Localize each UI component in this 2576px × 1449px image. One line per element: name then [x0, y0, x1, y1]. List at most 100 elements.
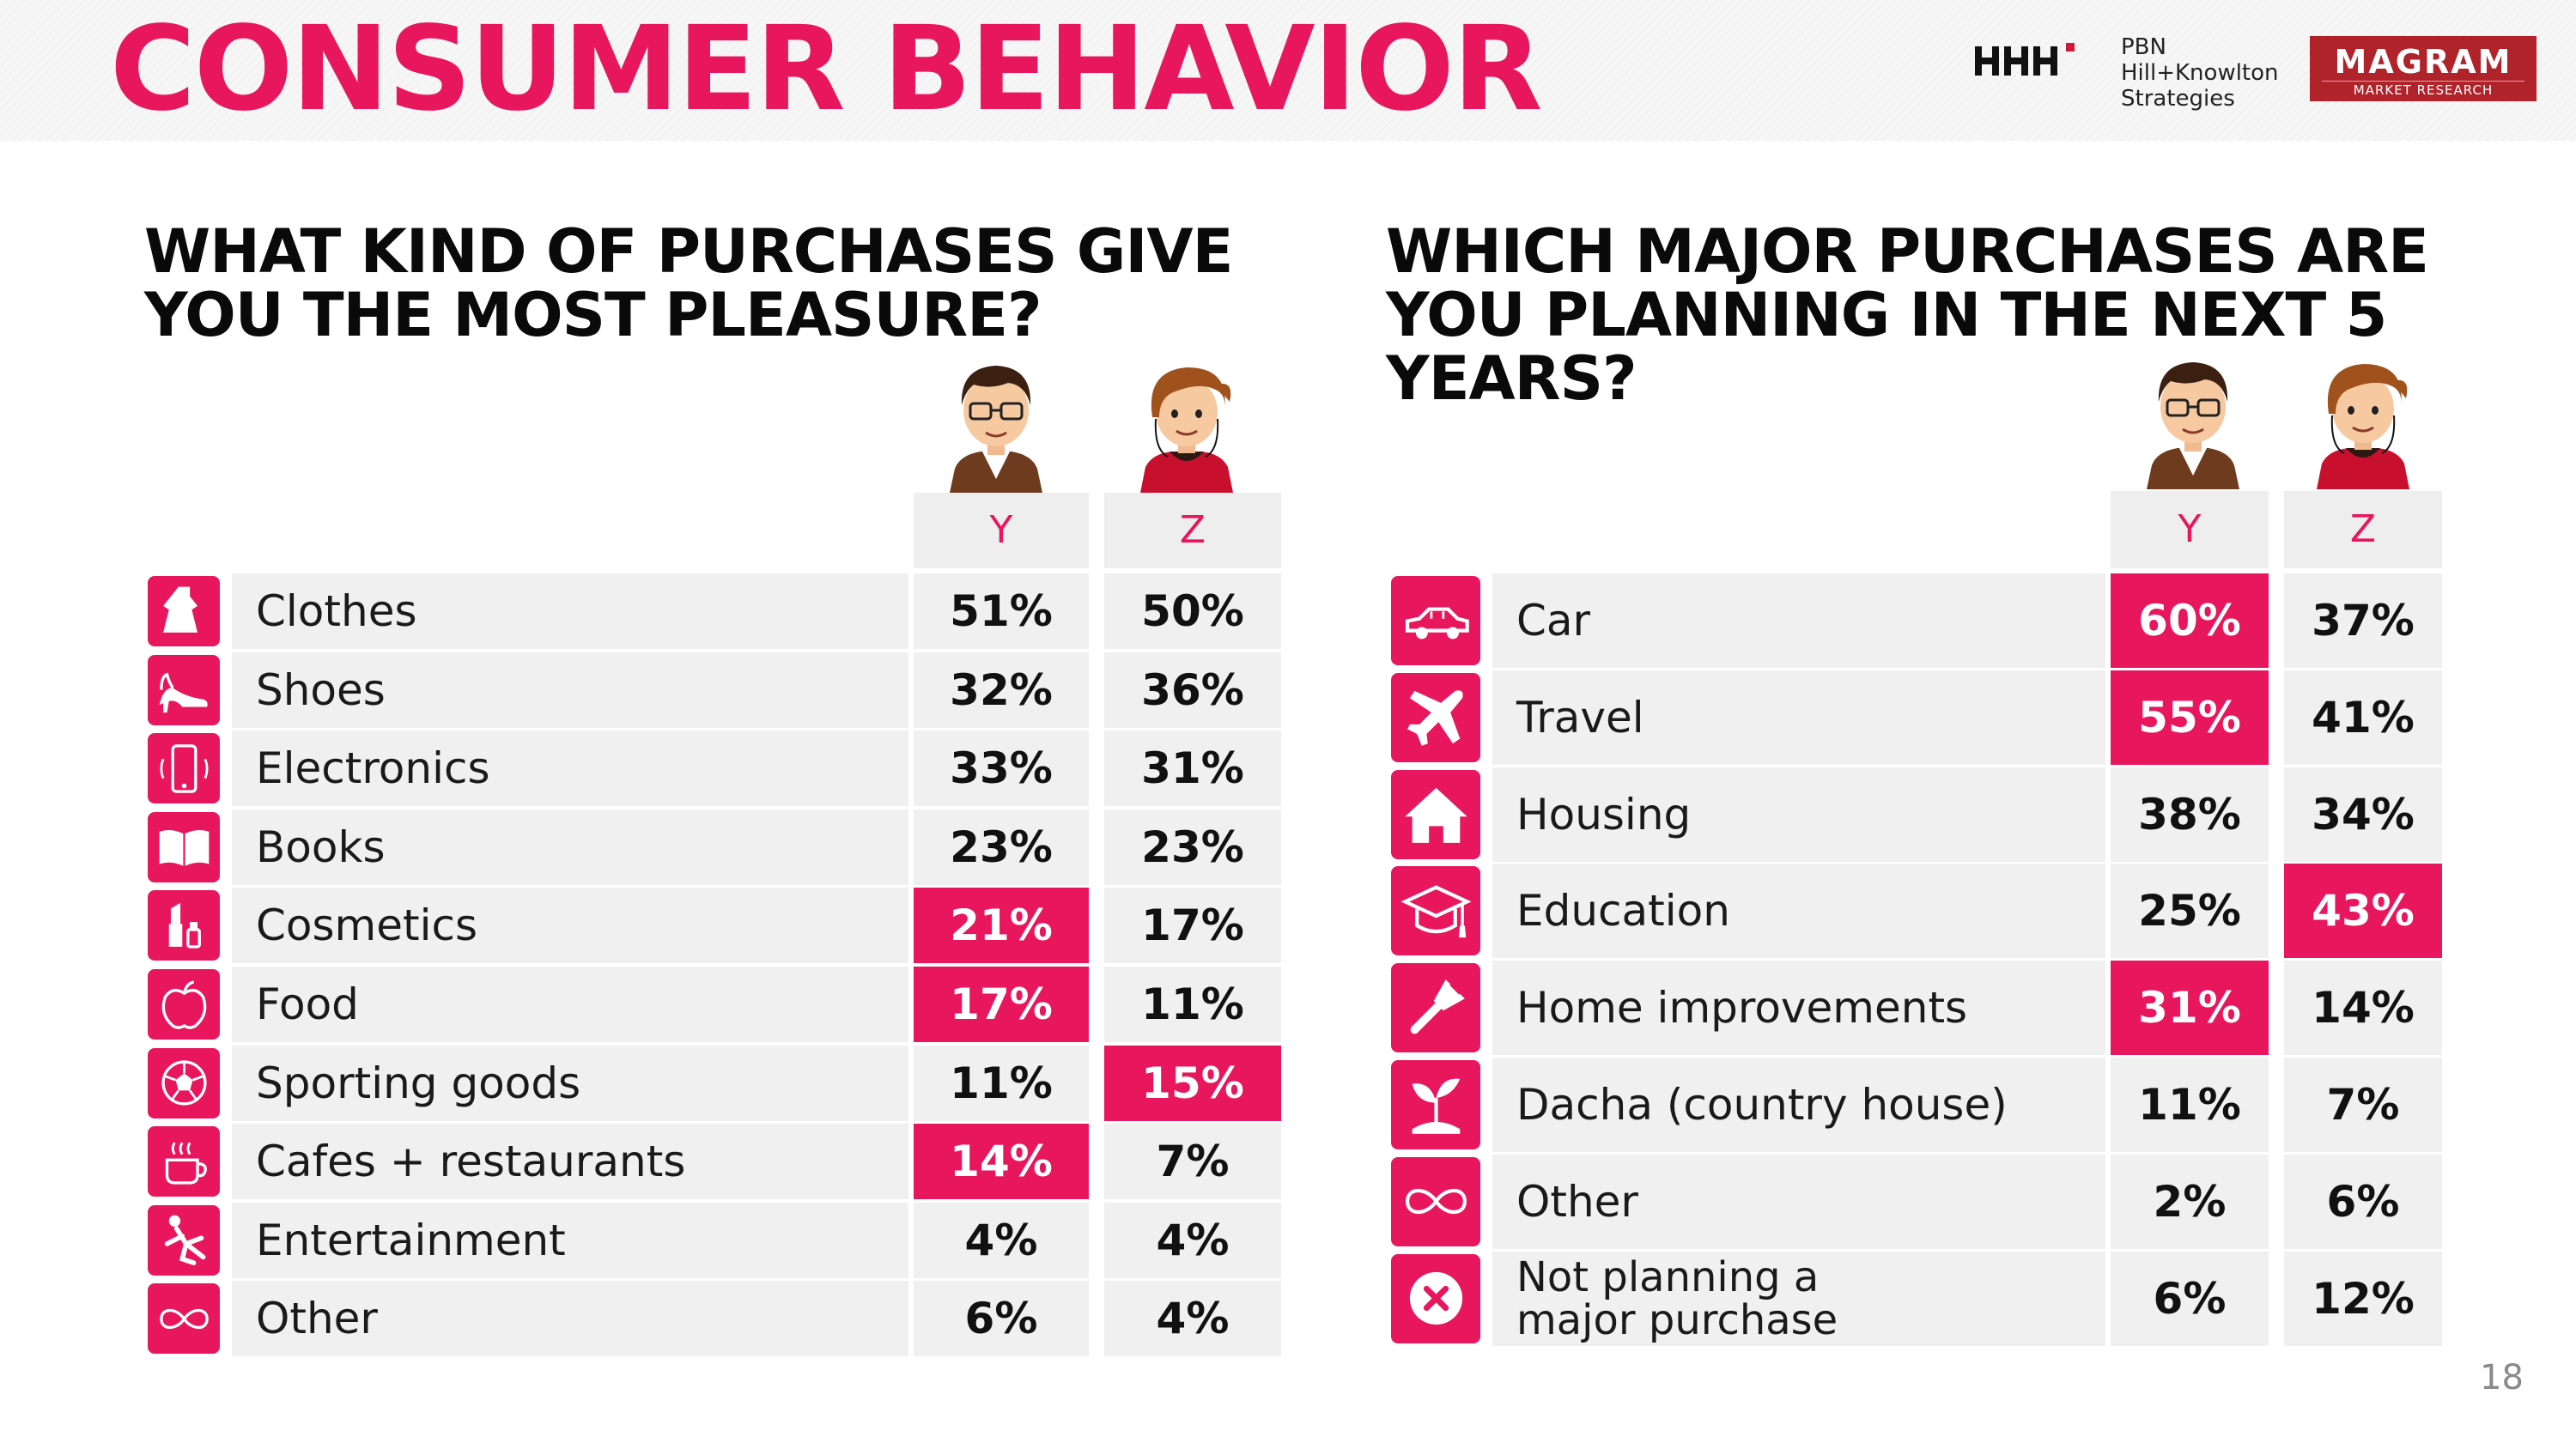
left-row-icon-box: [148, 1126, 220, 1197]
right-row-label: Home improvements: [1492, 961, 2105, 1056]
left-table-row: Other 6% 4%: [148, 1281, 1281, 1357]
plant-icon: [1412, 1078, 1460, 1134]
right-row-icon-box: [1391, 963, 1480, 1053]
left-row-label: Food: [232, 967, 908, 1042]
female-avatar-icon: [1140, 367, 1233, 493]
right-row-label: Car: [1492, 573, 2105, 668]
book-icon: [159, 830, 209, 866]
left-value-y: 11%: [914, 1045, 1089, 1121]
right-row-label: Housing: [1492, 767, 2105, 862]
left-row-icon-box: [148, 654, 220, 725]
left-value-z: 15%: [1104, 1045, 1281, 1121]
right-value-z: 7%: [2284, 1058, 2442, 1152]
left-value-z: 11%: [1104, 967, 1281, 1042]
right-value-y: 6%: [2111, 1251, 2269, 1346]
left-value-y: 23%: [914, 809, 1089, 885]
right-table-row: Car 60% 37%: [1391, 573, 2442, 668]
right-table-row: Not planning a major purchase 6% 12%: [1391, 1251, 2442, 1346]
magram-sub: MARKET RESEARCH: [2322, 81, 2524, 99]
left-row-icon-box: [148, 811, 220, 882]
left-value-z: 7%: [1104, 1124, 1281, 1200]
right-value-y: 55%: [2111, 670, 2269, 765]
left-value-y: 14%: [914, 1124, 1089, 1200]
right-row-icon-box: [1391, 672, 1480, 762]
left-row-label: Clothes: [232, 573, 908, 649]
left-table-row: Clothes 51% 50%: [148, 573, 1281, 649]
right-table-row: Home improvements 31% 14%: [1391, 961, 2442, 1056]
left-value-z: 36%: [1104, 652, 1281, 728]
left-value-z: 31%: [1104, 731, 1281, 807]
right-table-row: Education 25% 43%: [1391, 864, 2442, 959]
left-value-z: 17%: [1104, 888, 1281, 964]
left-value-y: 6%: [914, 1281, 1089, 1357]
airplane-icon: [1406, 690, 1463, 747]
left-table-row: Cosmetics 21% 17%: [148, 888, 1281, 964]
left-table-row: Electronics 33% 31%: [148, 731, 1281, 807]
left-value-y: 51%: [914, 573, 1089, 649]
left-row-label: Other: [232, 1281, 908, 1357]
magram-logo: MAGRAM MARKET RESEARCH: [2310, 36, 2537, 101]
right-row-label: Travel: [1492, 670, 2105, 765]
right-question-title: WHICH MAJOR PURCHASES ARE YOU PLANNING I…: [1386, 216, 2429, 414]
magram-name: MAGRAM: [2334, 43, 2512, 81]
right-col-head-z: Z: [2284, 491, 2442, 568]
left-table-row: Books 23% 23%: [148, 809, 1281, 885]
dress-icon: [162, 586, 197, 633]
right-value-z: 34%: [2284, 767, 2442, 862]
left-col-head-z: Z: [1104, 493, 1281, 568]
left-row-icon-box: [148, 1204, 220, 1276]
male-avatar-icon: [2147, 362, 2239, 489]
infinity-icon: [1405, 1189, 1467, 1215]
right-row-icon-box: [1391, 576, 1480, 665]
left-value-y: 32%: [914, 652, 1089, 728]
left-row-label: Sporting goods: [232, 1045, 908, 1121]
right-row-label: Education: [1492, 864, 2105, 959]
right-table-row: Travel 55% 41%: [1391, 670, 2442, 765]
left-row-icon-box: [148, 576, 220, 646]
right-value-z: 14%: [2284, 961, 2442, 1056]
left-value-y: 21%: [914, 888, 1089, 964]
coffee-cup-icon: [165, 1142, 207, 1185]
right-value-y: 25%: [2111, 864, 2269, 959]
dancer-icon: [164, 1215, 205, 1266]
apple-icon: [161, 979, 206, 1029]
left-value-z: 50%: [1104, 573, 1281, 649]
left-table-row: Shoes 32% 36%: [148, 652, 1281, 728]
left-value-y: 33%: [914, 731, 1089, 807]
left-row-label: Cafes + restaurants: [232, 1124, 908, 1200]
left-row-label: Electronics: [232, 731, 908, 807]
left-value-y: 4%: [914, 1202, 1089, 1278]
right-row-icon-box: [1391, 769, 1480, 859]
left-question-title: WHAT KIND OF PURCHASES GIVE YOU THE MOST…: [144, 216, 1233, 350]
male-avatar-icon: [950, 366, 1042, 493]
left-row-label: Entertainment: [232, 1202, 908, 1278]
left-row-label: Shoes: [232, 652, 908, 728]
right-value-z: 37%: [2284, 573, 2442, 668]
right-row-icon-box: [1391, 1060, 1480, 1149]
high-heel-icon: [159, 672, 208, 713]
pbn-line-3: Strategies: [2121, 86, 2235, 112]
left-value-z: 23%: [1104, 809, 1281, 885]
left-row-label: Cosmetics: [232, 888, 908, 964]
right-row-icon-box: [1391, 1253, 1480, 1343]
smartphone-icon: [159, 743, 209, 793]
right-col-head-y: Y: [2111, 491, 2269, 568]
left-table-row: Entertainment 4% 4%: [148, 1202, 1281, 1278]
right-value-y: 2%: [2111, 1154, 2269, 1249]
page-number: 18: [2480, 1358, 2524, 1397]
left-table-row: Food 17% 11%: [148, 967, 1281, 1042]
left-table-row: Sporting goods 11% 15%: [148, 1045, 1281, 1121]
right-value-z: 12%: [2284, 1251, 2442, 1346]
right-value-y: 38%: [2111, 767, 2269, 862]
pbn-line-1: PBN: [2121, 34, 2166, 60]
right-value-z: 6%: [2284, 1154, 2442, 1249]
right-value-y: 60%: [2111, 573, 2269, 668]
header-band: [0, 0, 2576, 141]
right-table-row: Housing 38% 34%: [1391, 767, 2442, 862]
female-avatar-icon: [2317, 364, 2409, 489]
pbn-line-2: Hill+Knowlton: [2121, 60, 2279, 86]
left-row-icon-box: [148, 1283, 220, 1355]
right-table-row: Other 2% 6%: [1391, 1154, 2442, 1249]
left-row-icon-box: [148, 969, 220, 1040]
right-value-y: 11%: [2111, 1058, 2269, 1152]
